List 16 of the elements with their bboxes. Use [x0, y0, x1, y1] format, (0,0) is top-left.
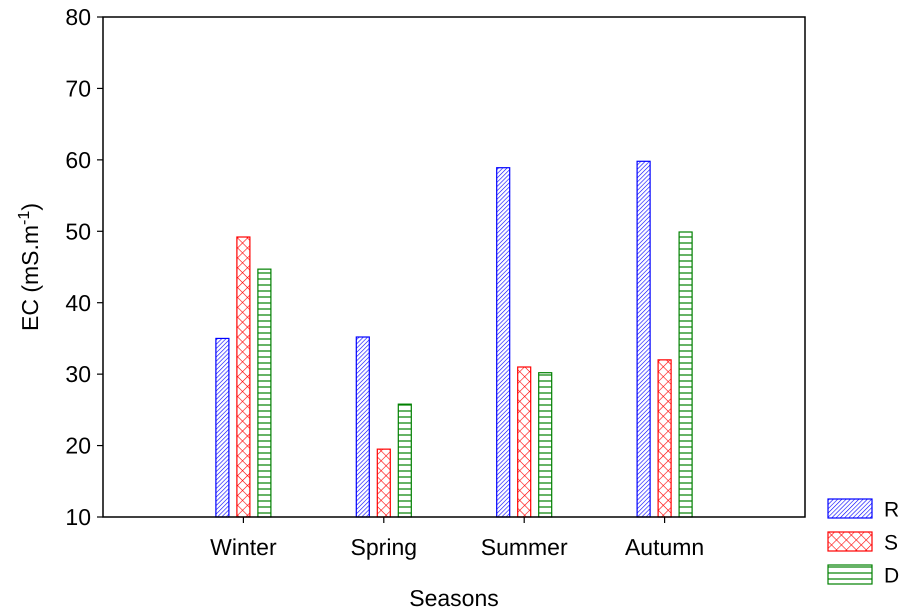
y-tick-label: 50: [65, 218, 91, 244]
y-tick-label: 10: [65, 504, 91, 530]
legend-label: D: [884, 564, 900, 588]
y-tick-label: 70: [65, 75, 91, 102]
legend-label: R: [884, 498, 900, 522]
y-tick-label: 20: [65, 432, 91, 459]
legend-label: S: [884, 531, 898, 554]
y-tick-label: 60: [65, 146, 91, 173]
x-tick-label: Summer: [480, 534, 568, 560]
y-tick-label: 40: [65, 290, 91, 316]
y-tick-label: 80: [65, 4, 91, 30]
x-tick-label: Winter: [210, 534, 277, 560]
y-tick-label: 30: [65, 361, 91, 388]
x-tick-label: Autumn: [624, 534, 704, 560]
x-axis-title: Seasons: [409, 585, 499, 610]
x-tick-label: Spring: [350, 534, 418, 560]
